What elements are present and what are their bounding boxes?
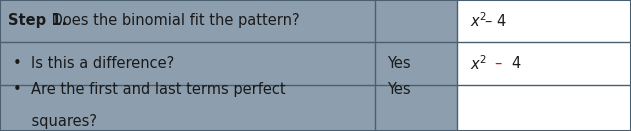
Text: $\mathit{x}^2$: $\mathit{x}^2$ bbox=[470, 54, 487, 73]
Text: –: – bbox=[494, 56, 502, 71]
Text: 4: 4 bbox=[512, 56, 521, 71]
Text: Step 1.: Step 1. bbox=[8, 13, 67, 28]
Text: Yes: Yes bbox=[387, 82, 410, 97]
Text: Does the binomial fit the pattern?: Does the binomial fit the pattern? bbox=[47, 13, 299, 28]
Bar bbox=[457, 0, 631, 131]
Text: squares?: squares? bbox=[13, 114, 97, 129]
Text: $\mathit{x}^2\!$– 4: $\mathit{x}^2\!$– 4 bbox=[470, 12, 507, 30]
Bar bbox=[0, 0, 457, 131]
Text: •  Is this a difference?: • Is this a difference? bbox=[13, 56, 174, 71]
Text: •  Are the first and last terms perfect: • Are the first and last terms perfect bbox=[13, 82, 285, 97]
Text: Yes: Yes bbox=[387, 56, 410, 71]
